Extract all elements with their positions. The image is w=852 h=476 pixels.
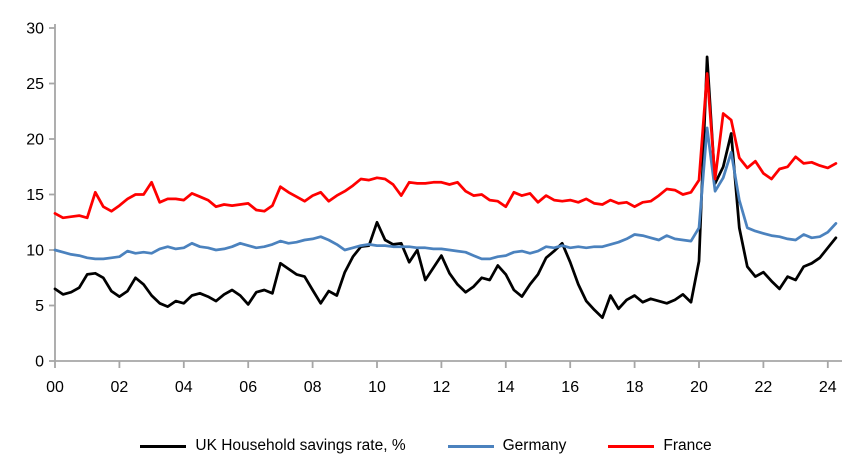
series-line-2 xyxy=(53,72,838,220)
series-line-1 xyxy=(53,126,838,261)
legend-swatch-uk xyxy=(140,444,187,448)
y-tick-label: 0 xyxy=(35,354,44,371)
x-tick-label: 08 xyxy=(304,379,322,396)
y-tick-label: 30 xyxy=(26,21,44,38)
legend-label-germany: Germany xyxy=(502,437,567,454)
legend-label-france: France xyxy=(663,437,712,454)
x-tick-label: 14 xyxy=(497,379,515,396)
legend-item-germany: Germany xyxy=(447,437,567,455)
y-tick-label: 5 xyxy=(35,298,44,315)
x-tick-label: 04 xyxy=(175,379,193,396)
legend-label-uk: UK Household savings rate, % xyxy=(195,437,406,454)
y-tick-label: 15 xyxy=(26,187,44,204)
x-tick-label: 20 xyxy=(690,379,708,396)
chart-legend: UK Household savings rate, % Germany Fra… xyxy=(0,437,852,455)
x-tick-label: 02 xyxy=(111,379,129,396)
chart-plot-area: 0 5 10 15 20 25 30 00 02 04 06 08 10 12 14 16 18 20 22 24 xyxy=(26,21,842,396)
y-tick-label: 25 xyxy=(26,76,44,93)
x-tick-label: 18 xyxy=(626,379,644,396)
legend-swatch-france xyxy=(608,444,655,448)
legend-item-france: France xyxy=(608,437,712,455)
x-tick-label: 06 xyxy=(239,379,257,396)
y-tick-label: 10 xyxy=(26,243,44,260)
legend-swatch-germany xyxy=(447,444,494,448)
x-tick-label: 00 xyxy=(46,379,64,396)
legend-item-uk: UK Household savings rate, % xyxy=(140,437,406,455)
x-tick-label: 16 xyxy=(561,379,579,396)
x-tick-label: 22 xyxy=(755,379,773,396)
x-tick-label: 10 xyxy=(368,379,386,396)
x-tick-label: 12 xyxy=(433,379,451,396)
y-tick-label: 20 xyxy=(26,132,44,149)
x-tick-label: 24 xyxy=(819,379,837,396)
